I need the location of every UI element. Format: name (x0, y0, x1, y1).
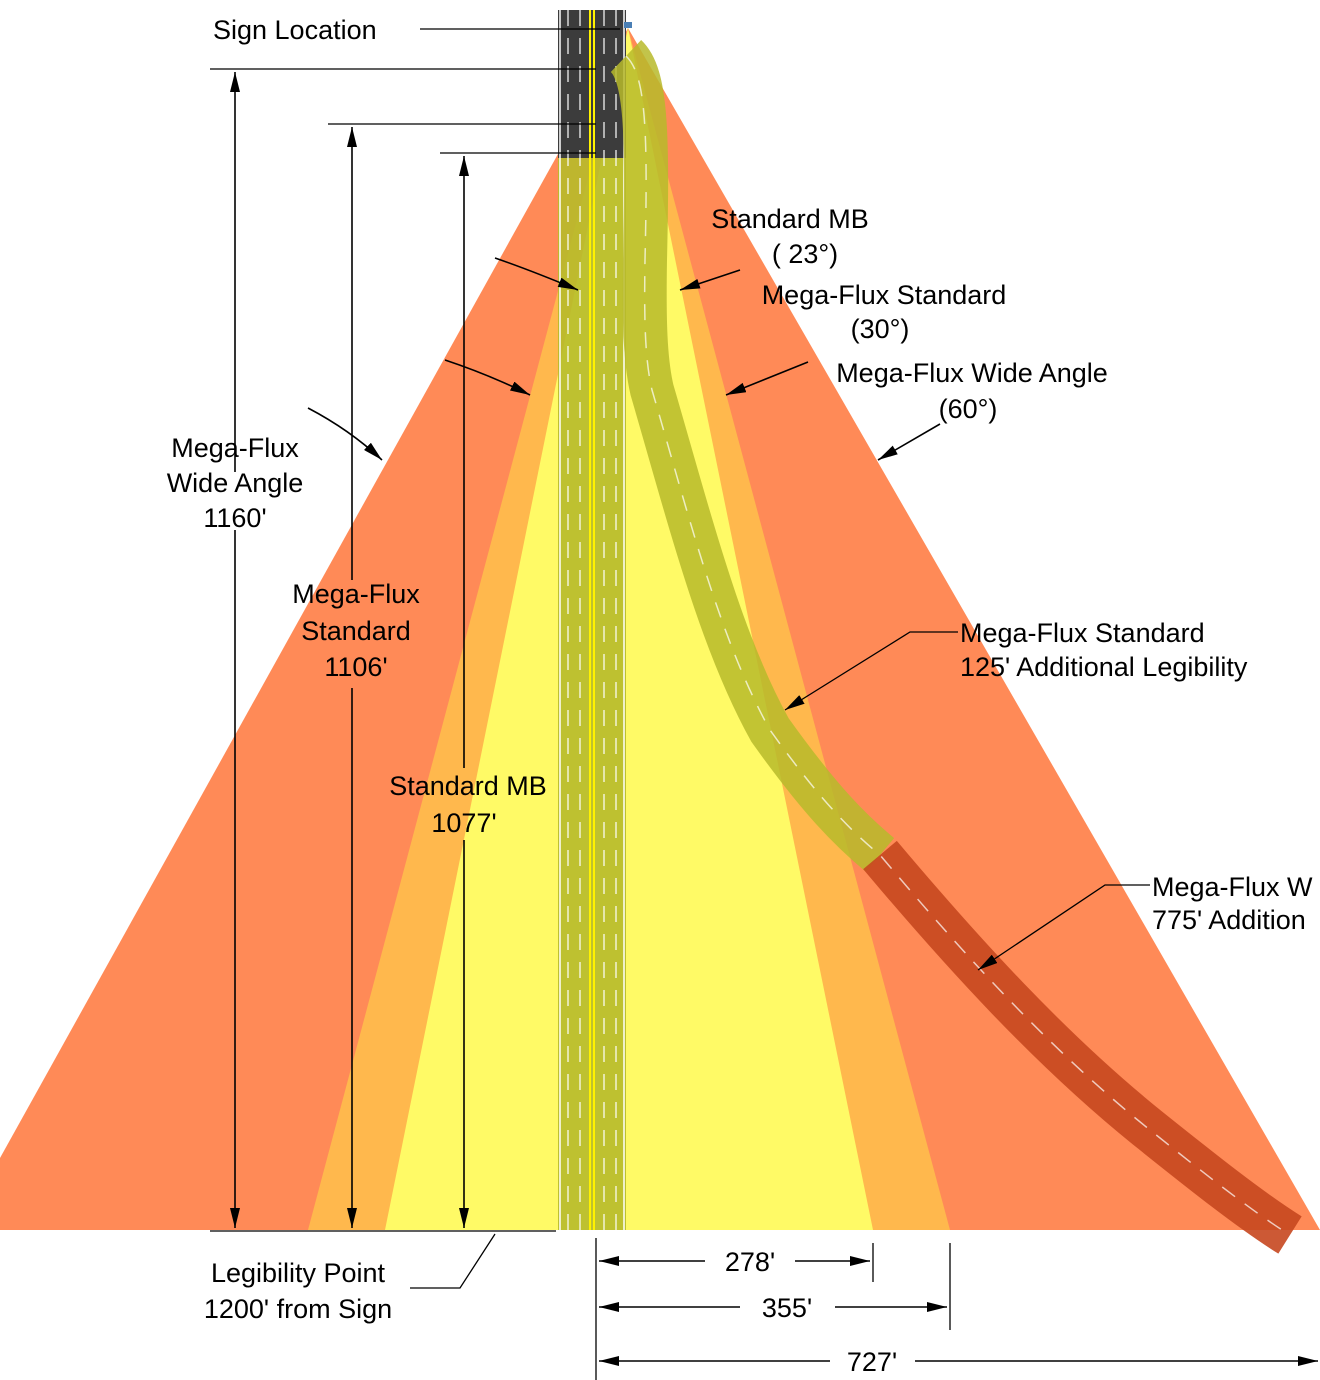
dist-wide-value: 1160' (203, 503, 266, 533)
callout-std-line1: Mega-Flux Standard (960, 618, 1205, 648)
angle-mf-wide-value: (60°) (939, 394, 998, 424)
dist-std-value: 1106' (324, 652, 387, 682)
legibility-line2: 1200' from Sign (204, 1294, 392, 1324)
legibility-leader (410, 1233, 496, 1289)
dist-wide-line2: Wide Angle (167, 468, 304, 498)
wide-angle-arrow-left (307, 407, 383, 461)
angle-mb-value: ( 23°) (772, 239, 838, 269)
width-std-label: 355' (762, 1293, 812, 1323)
callout-standard-leader (784, 631, 958, 711)
std-angle-arrow-left (444, 359, 531, 396)
callout-wide-leader (977, 884, 1150, 971)
angle-mf-std-name: Mega-Flux Standard (762, 280, 1007, 310)
width-mb-label: 278' (725, 1247, 775, 1277)
standard-mb-cone (385, 28, 873, 1230)
mb-angle-arrow-left (494, 257, 579, 291)
angle-mf-wide-name: Mega-Flux Wide Angle (836, 358, 1108, 388)
callout-wide-line2: 775' Addition (1152, 905, 1306, 935)
dist-wide-line1: Mega-Flux (171, 433, 299, 463)
legibility-line1: Legibility Point (211, 1258, 386, 1288)
sign-marker (624, 22, 632, 28)
sign-location-label: Sign Location (213, 15, 377, 45)
mb-angle-arrow-right (679, 269, 741, 291)
callout-std-line2: 125' Additional Legibility (960, 652, 1248, 682)
dist-mb-line1: Standard MB (389, 771, 547, 801)
angle-mb-name: Standard MB (711, 204, 869, 234)
width-wide-label: 727' (847, 1347, 897, 1377)
callout-wide-line1: Mega-Flux W (1152, 872, 1313, 902)
dist-mb-value: 1077' (431, 808, 496, 838)
angle-mf-std-value: (30°) (851, 314, 910, 344)
straight-road (558, 10, 626, 1230)
curved-road (609, 40, 1302, 1254)
std-angle-arrow-right (725, 361, 809, 396)
dist-std-line2: Standard (301, 616, 411, 646)
wide-angle-arrow-right (877, 423, 941, 461)
dist-std-line1: Mega-Flux (292, 579, 420, 609)
